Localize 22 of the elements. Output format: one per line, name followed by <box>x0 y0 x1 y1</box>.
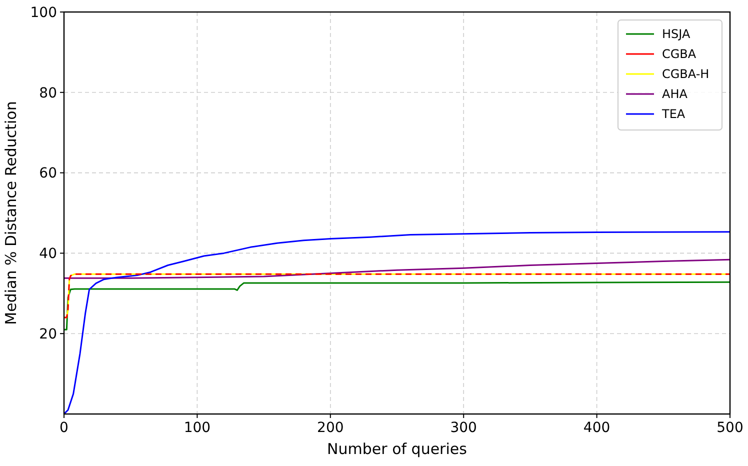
x-tick-label: 400 <box>583 420 610 436</box>
y-tick-label: 60 <box>39 166 57 182</box>
x-tick-label: 300 <box>450 420 477 436</box>
line-series <box>64 281 730 330</box>
line-series <box>64 231 730 414</box>
x-tick-label: 0 <box>60 420 68 436</box>
legend-label: TEA <box>661 107 686 122</box>
x-axis-title: Number of queries <box>327 440 468 458</box>
line-series <box>64 258 730 279</box>
legend-label: CGBA <box>662 47 697 62</box>
y-axis-title: Median % Distance Reduction <box>2 101 20 325</box>
legend-label: HSJA <box>662 27 691 42</box>
y-tick-label: 20 <box>39 326 57 342</box>
x-tick-label: 500 <box>716 420 744 436</box>
line-series <box>64 273 730 318</box>
y-tick-label: 80 <box>39 85 57 102</box>
legend-label: AHA <box>662 87 688 102</box>
y-tick-label: 100 <box>30 4 57 21</box>
legend-label: CGBA-H <box>662 67 710 82</box>
x-tick-label: 100 <box>184 420 211 436</box>
x-tick-label: 200 <box>317 420 344 436</box>
y-tick-label: 40 <box>39 246 57 262</box>
